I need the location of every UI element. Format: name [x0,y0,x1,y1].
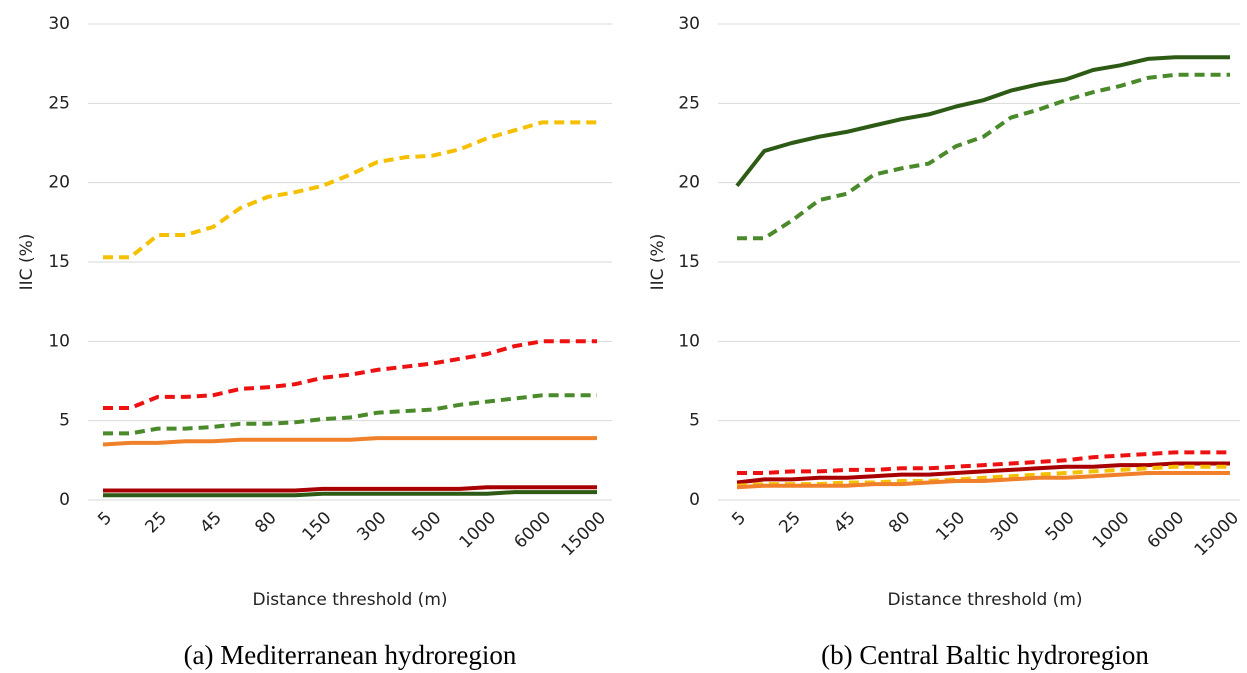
series-line [103,339,597,410]
x-tick-label: 500 [1042,508,1079,545]
y-axis-title: IIC (%) [17,234,37,291]
series-line [103,393,597,436]
series-line [736,471,1230,490]
x-tick-label: 5 [728,508,750,530]
x-tick-label: 300 [353,508,390,545]
y-tick-label: 10 [48,331,70,351]
caption: (a) Mediterranean hydroregion [184,640,517,670]
y-tick-label: 15 [678,252,700,272]
y-tick-label: 0 [59,490,70,510]
y-tick-label: 5 [689,411,700,431]
x-tick-label: 15000 [558,508,610,560]
y-tick-label: 30 [678,14,700,34]
x-tick-label: 15000 [1191,508,1243,560]
x-tick-label: 500 [408,508,445,545]
y-tick-label: 30 [48,14,70,34]
x-tick-label: 300 [987,508,1024,545]
series-line [103,485,597,493]
y-tick-label: 25 [678,93,700,113]
y-axis-title: IIC (%) [648,234,668,291]
x-tick-label: 80 [251,508,280,537]
y-tick-label: 25 [48,93,70,113]
y-tick-label: 10 [678,331,700,351]
x-tick-label: 1000 [456,508,501,553]
y-tick-label: 20 [48,173,70,193]
series-line [736,461,1230,485]
x-axis-title: Distance threshold (m) [887,590,1082,610]
series-line [737,72,1230,241]
y-tick-label: 15 [48,252,70,272]
x-tick-label: 5 [94,508,116,530]
x-axis-title: Distance threshold (m) [252,590,447,610]
x-tick-label: 6000 [1144,508,1189,553]
y-tick-label: 5 [59,411,70,431]
series-line [103,490,597,498]
series-line [102,436,597,447]
x-tick-label: 45 [196,508,225,537]
caption: (b) Central Baltic hydroregion [821,640,1149,670]
series-line [735,55,1230,188]
series-line [737,450,1230,475]
series-line [103,120,597,260]
x-tick-label: 80 [885,508,914,537]
x-tick-label: 150 [932,508,969,545]
x-tick-label: 150 [299,508,336,545]
y-tick-label: 20 [678,173,700,193]
x-tick-label: 6000 [510,508,555,553]
x-tick-label: 45 [830,508,859,537]
x-tick-label: 25 [775,508,804,537]
y-tick-label: 0 [689,490,700,510]
x-tick-label: 1000 [1089,508,1134,553]
x-tick-label: 25 [142,508,171,537]
